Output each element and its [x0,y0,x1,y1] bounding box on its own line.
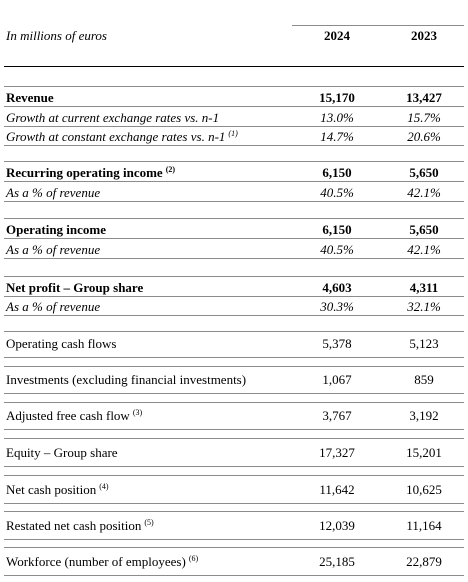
value-2024: 40.5% [320,185,354,200]
row-rule [4,218,464,219]
value-2024: 1,067 [322,372,352,387]
row-rule [4,86,464,87]
row-label: Operating cash flows [6,336,117,351]
row-label: Growth at constant exchange rates vs. n-… [6,129,238,144]
row-rule [4,201,464,202]
row-rule [4,575,464,576]
value-2024: 30.3% [320,299,354,314]
row-rule [4,475,464,476]
value-2024: 25,185 [319,554,355,569]
row-rule [4,238,464,239]
row-label: Growth at current exchange rates vs. n-1 [6,110,220,125]
row-rule [4,503,464,504]
value-2023: 10,625 [406,482,442,497]
row-rule [4,402,464,403]
value-2024: 12,039 [319,518,355,533]
header-top-rule [292,25,464,26]
row-label: Restated net cash position (5) [6,518,154,533]
row-label: Recurring operating income (2) [6,165,176,180]
row-rule [4,429,464,430]
row-rule [4,258,464,259]
value-2023: 5,123 [409,336,439,351]
value-2023: 15.7% [407,110,441,125]
value-2024: 14.7% [320,129,354,144]
footnote-marker: (4) [99,482,109,491]
value-2024: 5,378 [322,336,352,351]
value-2023: 11,164 [406,518,442,533]
value-2024: 3,767 [322,408,352,423]
row-label: Revenue [6,90,54,105]
row-label: Workforce (number of employees) (6) [6,554,199,569]
row-rule [4,438,464,439]
row-rule [4,315,464,316]
row-rule [4,106,464,107]
row-rule [4,511,464,512]
row-rule [4,547,464,548]
row-rule [4,145,464,146]
value-2023: 859 [414,372,434,387]
row-rule [4,466,464,467]
row-label: Investments (excluding financial investm… [6,372,247,387]
footnote-marker: (3) [132,408,143,417]
value-2023: 3,192 [409,408,439,423]
footnote-marker: (5) [144,518,154,527]
value-2024: 40.5% [320,242,354,257]
row-rule [4,357,464,358]
row-label: As a % of revenue [6,299,101,314]
unit-label: In millions of euros [6,28,107,43]
value-2023: 13,427 [406,90,442,105]
value-2024: 4,603 [322,280,352,295]
row-label: Operating income [6,222,107,237]
value-2024: 13.0% [320,110,354,125]
key-figures-table: In millions of euros 2024 2023 Revenue 1… [4,0,464,582]
value-2023: 4,311 [409,280,439,295]
row-label: Adjusted free cash flow (3) [6,408,143,423]
value-2023: 15,201 [406,445,442,460]
footnote-marker: (6) [188,554,199,563]
row-label: As a % of revenue [6,185,101,200]
value-2023: 5,650 [409,222,439,237]
column-header-2024: 2024 [324,28,350,43]
value-2024: 6,150 [322,165,352,180]
row-rule [4,296,464,297]
row-rule [4,181,464,182]
value-2023: 42.1% [407,242,441,257]
row-rule [4,393,464,394]
value-2024: 15,170 [319,90,355,105]
value-2023: 42.1% [407,185,441,200]
row-rule [4,331,464,332]
row-rule [4,276,464,277]
value-2024: 17,327 [319,445,355,460]
column-header-2023: 2023 [411,28,437,43]
row-label: Equity – Group share [6,445,118,460]
row-rule [4,366,464,367]
row-rule [4,539,464,540]
value-2023: 5,650 [409,165,439,180]
value-2023: 20.6% [407,129,441,144]
row-label: As a % of revenue [6,242,101,257]
row-rule [4,126,464,127]
footnote-marker: (1) [228,129,238,138]
footnote-marker: (2) [165,165,176,174]
row-label: Net cash position (4) [6,482,109,497]
value-2024: 6,150 [322,222,352,237]
value-2023: 22,879 [406,554,442,569]
header-bottom-rule [4,66,464,67]
value-2023: 32.1% [407,299,441,314]
row-rule [4,161,464,162]
value-2024: 11,642 [319,482,355,497]
row-label: Net profit – Group share [6,280,144,295]
